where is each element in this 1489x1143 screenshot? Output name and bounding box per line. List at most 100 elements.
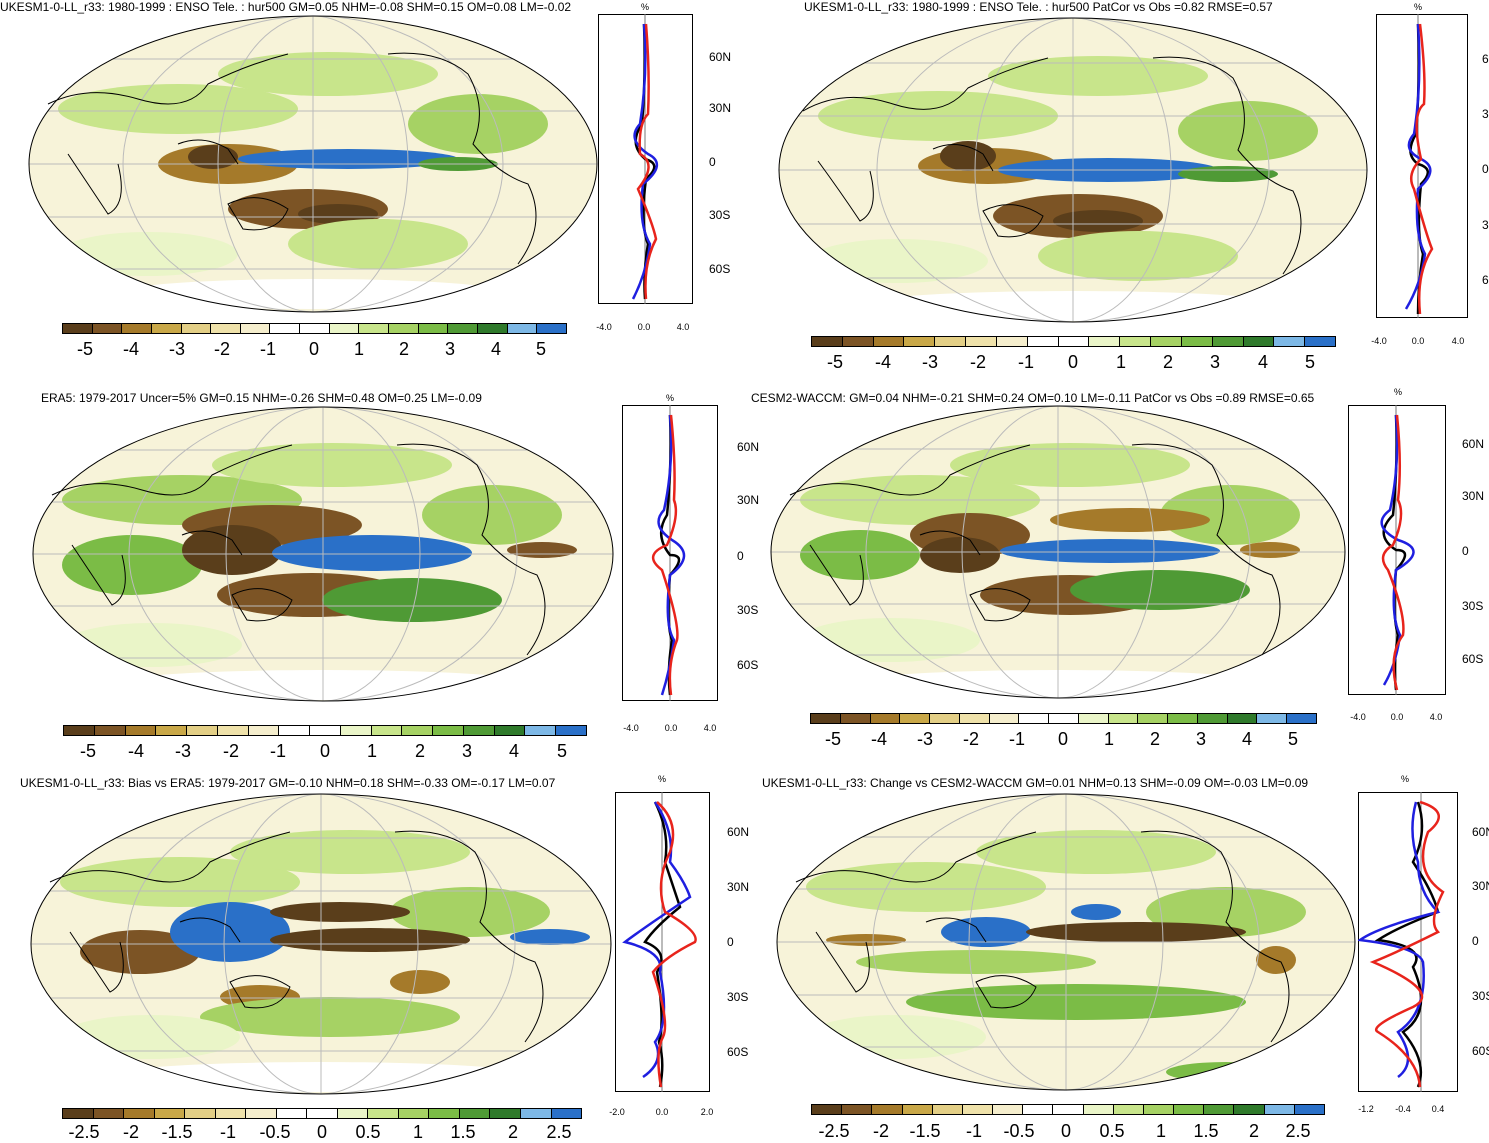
colorbar-swatch: [337, 1109, 369, 1118]
colorbar-label: 0: [316, 1122, 328, 1142]
colorbar-label: 1: [353, 339, 365, 359]
colorbar-swatch: [151, 324, 182, 333]
colorbar-swatch: [310, 726, 341, 735]
colorbar-swatch: [418, 324, 449, 333]
colorbar-label: 3: [461, 741, 473, 761]
colorbar-label: 3: [444, 339, 456, 359]
colorbar-swatch: [811, 714, 841, 723]
lat-label: 6: [1482, 273, 1489, 287]
colorbar-swatch: [1305, 337, 1336, 346]
lat-label: 60N: [709, 50, 732, 64]
colorbar-label: 0: [308, 339, 320, 359]
colorbar-swatch: [902, 1105, 933, 1114]
x-tick-label: 4.0: [703, 723, 717, 733]
colorbar-swatch: [904, 337, 936, 346]
colorbar-label: 5: [556, 741, 568, 761]
colorbar-label: 5: [535, 339, 547, 359]
colorbar-swatch: [156, 726, 188, 735]
lat-label: 30N: [727, 880, 750, 894]
colorbar-swatch: [996, 337, 1028, 346]
colorbar-label: 2: [398, 339, 410, 359]
world-map: [776, 793, 1356, 1091]
colorbar-label: -2: [962, 729, 980, 749]
x-tick-label: -0.4: [1395, 1104, 1411, 1114]
colorbar-swatch: [185, 1109, 216, 1118]
colorbar-label: -5: [824, 729, 842, 749]
lat-label: 60N: [727, 825, 750, 839]
zonal-mean-profile: [615, 792, 710, 1092]
colorbar-swatch: [1058, 337, 1090, 346]
colorbar-swatch: [307, 1109, 338, 1118]
colorbar-swatch: [993, 1105, 1024, 1114]
colorbar-label: 2: [414, 741, 426, 761]
colorbar-swatch: [1120, 337, 1152, 346]
colorbar-swatch: [551, 1109, 582, 1118]
lat-label: 0: [737, 549, 744, 563]
colorbar-label: -4: [122, 339, 140, 359]
colorbar-label: -1.5: [161, 1122, 193, 1142]
colorbar-label: -3: [916, 729, 934, 749]
lat-label: 60S: [1462, 652, 1484, 666]
lat-label: 30S: [1462, 599, 1484, 613]
x-tick-label: 0.0: [1411, 336, 1425, 346]
lat-label: 3: [1482, 218, 1489, 232]
world-map: [778, 17, 1368, 323]
x-tick-label: 0.0: [655, 1107, 669, 1117]
x-tick-label: 2.0: [700, 1107, 714, 1117]
world-map: [30, 793, 612, 1095]
colorbar-label: 1: [366, 741, 378, 761]
lat-label: 30S: [1472, 989, 1489, 1003]
colorbar-swatch: [1257, 714, 1288, 723]
world-map: [28, 15, 598, 313]
colorbar-label: 2.5: [1285, 1121, 1311, 1141]
colorbar-swatch: [1174, 1105, 1205, 1114]
colorbar-swatch: [507, 324, 538, 333]
zonal-mean-profile: [1358, 792, 1458, 1092]
colorbar-swatch: [1168, 714, 1198, 723]
colorbar-swatch: [1113, 1105, 1144, 1114]
colorbar-label: -4: [874, 352, 892, 372]
colorbar-label: 2: [507, 1122, 519, 1142]
colorbar: [811, 336, 1336, 347]
colorbar-label: 4: [490, 339, 502, 359]
colorbar-swatch: [537, 324, 566, 333]
colorbar-swatch: [154, 1109, 186, 1118]
colorbar: [63, 725, 587, 736]
zonal-mean-profile: [1348, 405, 1446, 695]
colorbar: [810, 713, 1317, 724]
colorbar-swatch: [240, 324, 271, 333]
colorbar-label: 0: [1067, 352, 1079, 372]
colorbar-label: -2.5: [68, 1122, 100, 1142]
colorbar-swatch: [989, 714, 1020, 723]
percent-unit-label: %: [665, 393, 675, 403]
lat-label: 60S: [727, 1045, 749, 1059]
colorbar-swatch: [459, 1109, 491, 1118]
lat-label: 0: [727, 935, 734, 949]
colorbar: [62, 323, 567, 334]
colorbar-swatch: [122, 324, 152, 333]
colorbar-swatch: [181, 324, 212, 333]
colorbar-swatch: [1227, 714, 1258, 723]
colorbar-swatch: [1151, 337, 1182, 346]
colorbar-swatch: [900, 714, 931, 723]
zonal-mean-profile: [598, 14, 693, 304]
colorbar-label: -0.5: [259, 1122, 291, 1142]
colorbar-swatch: [371, 726, 403, 735]
colorbar-swatch: [448, 324, 478, 333]
colorbar-swatch: [402, 726, 434, 735]
x-tick-label: 0.4: [1431, 1104, 1445, 1114]
lat-label: 60N: [1462, 437, 1485, 451]
colorbar-swatch: [1287, 714, 1317, 723]
lat-label: 30S: [709, 208, 731, 222]
colorbar-label: 1.5: [450, 1122, 476, 1142]
x-tick-label: -4.0: [596, 322, 612, 332]
colorbar-swatch: [1053, 1105, 1084, 1114]
colorbar-swatch: [1264, 1105, 1295, 1114]
colorbar-swatch: [217, 726, 249, 735]
panel-title: UKESM1-0-LL_r33: Change vs CESM2-WACCM G…: [762, 776, 1309, 790]
lat-label: 0: [1472, 934, 1479, 948]
colorbar-label: -3: [921, 352, 939, 372]
colorbar-swatch: [1181, 337, 1213, 346]
colorbar-swatch: [840, 714, 871, 723]
colorbar-swatch: [248, 726, 280, 735]
